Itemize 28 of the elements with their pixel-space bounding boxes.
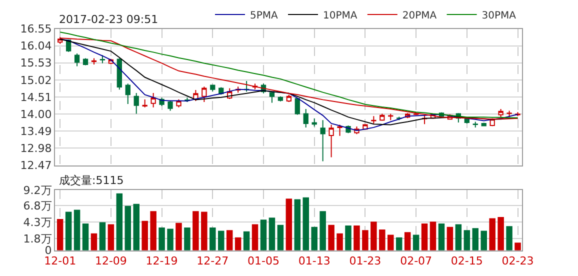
y-tick-label: 12.47 bbox=[20, 159, 52, 172]
x-tick-label: 02-23 bbox=[502, 254, 534, 268]
x-tick-label: 01-23 bbox=[349, 254, 382, 268]
y-tick-label: 4.3万 bbox=[23, 216, 52, 229]
y-tick-label: 14.00 bbox=[20, 108, 52, 121]
x-tick-label: 01-05 bbox=[248, 254, 280, 268]
legend-label: 20PMA bbox=[402, 10, 437, 22]
y-tick-label: 12.98 bbox=[20, 142, 52, 156]
x-tick-label: 12-19 bbox=[146, 254, 178, 268]
legend-label: 10PMA bbox=[323, 10, 358, 22]
y-tick-label: 16.04 bbox=[20, 40, 52, 53]
y-tick-label: 16.55 bbox=[20, 22, 52, 36]
legend-label: 5PMA bbox=[250, 10, 278, 22]
chart-title: 成交量:5115 bbox=[59, 174, 124, 187]
x-tick-label: 01-13 bbox=[298, 254, 330, 268]
y-tick-label: 9.2万 bbox=[23, 184, 52, 197]
y-tick-label: 6.8万 bbox=[23, 200, 52, 213]
y-tick-label: 13.49 bbox=[20, 124, 52, 138]
x-tick-label: 12-09 bbox=[94, 254, 127, 268]
chart-title: 2017-02-23 09:51 bbox=[59, 13, 158, 26]
x-tick-label: 02-07 bbox=[400, 254, 432, 268]
x-tick-label: 02-15 bbox=[450, 254, 483, 268]
x-tick-label: 12-27 bbox=[196, 254, 229, 268]
y-tick-label: 14.51 bbox=[20, 90, 52, 104]
y-tick-label: 15.02 bbox=[20, 74, 52, 87]
y-tick-label: 1.8万 bbox=[23, 232, 52, 246]
legend-label: 30PMA bbox=[482, 10, 516, 22]
y-tick-label: 15.53 bbox=[20, 56, 52, 70]
